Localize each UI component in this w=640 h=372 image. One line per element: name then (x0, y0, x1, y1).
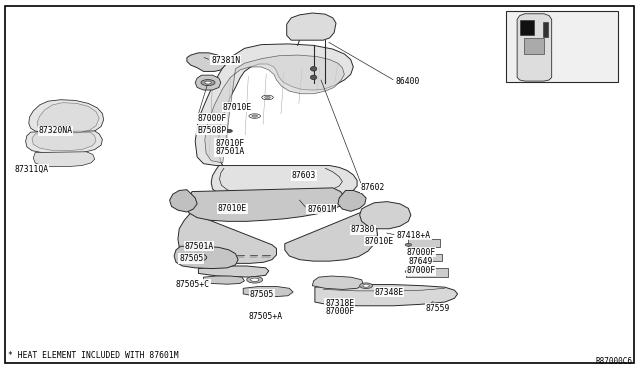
Polygon shape (517, 14, 552, 81)
Text: 87311QA: 87311QA (14, 165, 48, 174)
Ellipse shape (410, 257, 416, 260)
Bar (524, 38, 544, 54)
Polygon shape (33, 152, 95, 167)
Text: 87010E: 87010E (223, 103, 252, 112)
Ellipse shape (226, 129, 232, 132)
Polygon shape (312, 276, 364, 289)
Text: 87320NA: 87320NA (38, 126, 72, 135)
Text: 87418+A: 87418+A (397, 231, 431, 240)
Polygon shape (195, 75, 221, 90)
Text: 87010E: 87010E (218, 204, 247, 213)
Text: 87318E: 87318E (325, 299, 355, 308)
Polygon shape (285, 211, 378, 261)
Polygon shape (287, 13, 336, 40)
Text: 87000F: 87000F (197, 114, 227, 123)
Text: 87381N: 87381N (211, 56, 241, 65)
Polygon shape (204, 276, 244, 284)
Ellipse shape (232, 103, 239, 106)
Ellipse shape (205, 81, 211, 84)
Ellipse shape (251, 278, 259, 281)
Polygon shape (360, 202, 411, 229)
Polygon shape (506, 11, 618, 82)
Polygon shape (243, 286, 293, 297)
Ellipse shape (191, 255, 203, 260)
Polygon shape (406, 268, 448, 277)
Polygon shape (195, 44, 353, 166)
Ellipse shape (252, 115, 258, 117)
Text: 87000F: 87000F (325, 307, 355, 316)
Text: R87000C6: R87000C6 (595, 357, 632, 366)
Polygon shape (315, 285, 458, 306)
Polygon shape (32, 132, 96, 151)
Bar (543, 22, 548, 37)
Text: 87603: 87603 (292, 171, 316, 180)
Text: B7508P: B7508P (197, 126, 227, 135)
Polygon shape (198, 266, 269, 277)
Polygon shape (29, 100, 104, 134)
Ellipse shape (405, 243, 412, 246)
Text: 87559: 87559 (426, 304, 450, 312)
Ellipse shape (405, 270, 412, 273)
Text: 87505: 87505 (250, 290, 274, 299)
Text: 87010F: 87010F (215, 139, 244, 148)
Polygon shape (338, 190, 366, 211)
Polygon shape (174, 246, 238, 269)
Ellipse shape (262, 95, 273, 100)
Text: * HEAT ELEMENT INCLUDED WITH 87601M: * HEAT ELEMENT INCLUDED WITH 87601M (8, 351, 179, 360)
Ellipse shape (310, 75, 317, 80)
Ellipse shape (363, 284, 369, 287)
Polygon shape (187, 188, 344, 221)
Polygon shape (205, 55, 344, 163)
Text: 87649: 87649 (408, 257, 433, 266)
Ellipse shape (265, 96, 270, 99)
Text: 86400: 86400 (396, 77, 420, 86)
Ellipse shape (310, 67, 317, 71)
Ellipse shape (201, 80, 215, 86)
Polygon shape (211, 166, 357, 201)
Polygon shape (37, 103, 99, 132)
Text: 87505: 87505 (179, 254, 204, 263)
Polygon shape (187, 53, 225, 71)
Text: 87380: 87380 (351, 225, 375, 234)
Bar (520, 20, 534, 35)
Polygon shape (408, 239, 440, 247)
Ellipse shape (249, 114, 260, 118)
Text: 87501A: 87501A (215, 147, 244, 156)
Text: 87348E: 87348E (374, 288, 404, 296)
Text: 87602: 87602 (361, 183, 385, 192)
Text: 87505+C: 87505+C (176, 280, 210, 289)
Text: 87505+A: 87505+A (248, 312, 282, 321)
Polygon shape (26, 131, 102, 153)
Text: 87000F: 87000F (406, 248, 436, 257)
Polygon shape (178, 213, 276, 263)
Text: 87010E: 87010E (365, 237, 394, 246)
Text: 87601M: 87601M (307, 205, 337, 214)
Polygon shape (415, 254, 442, 261)
Text: 87000F: 87000F (406, 266, 436, 275)
Ellipse shape (188, 253, 207, 262)
Polygon shape (170, 190, 197, 212)
Text: 87501A: 87501A (184, 242, 214, 251)
Ellipse shape (247, 276, 263, 283)
Ellipse shape (360, 283, 372, 289)
